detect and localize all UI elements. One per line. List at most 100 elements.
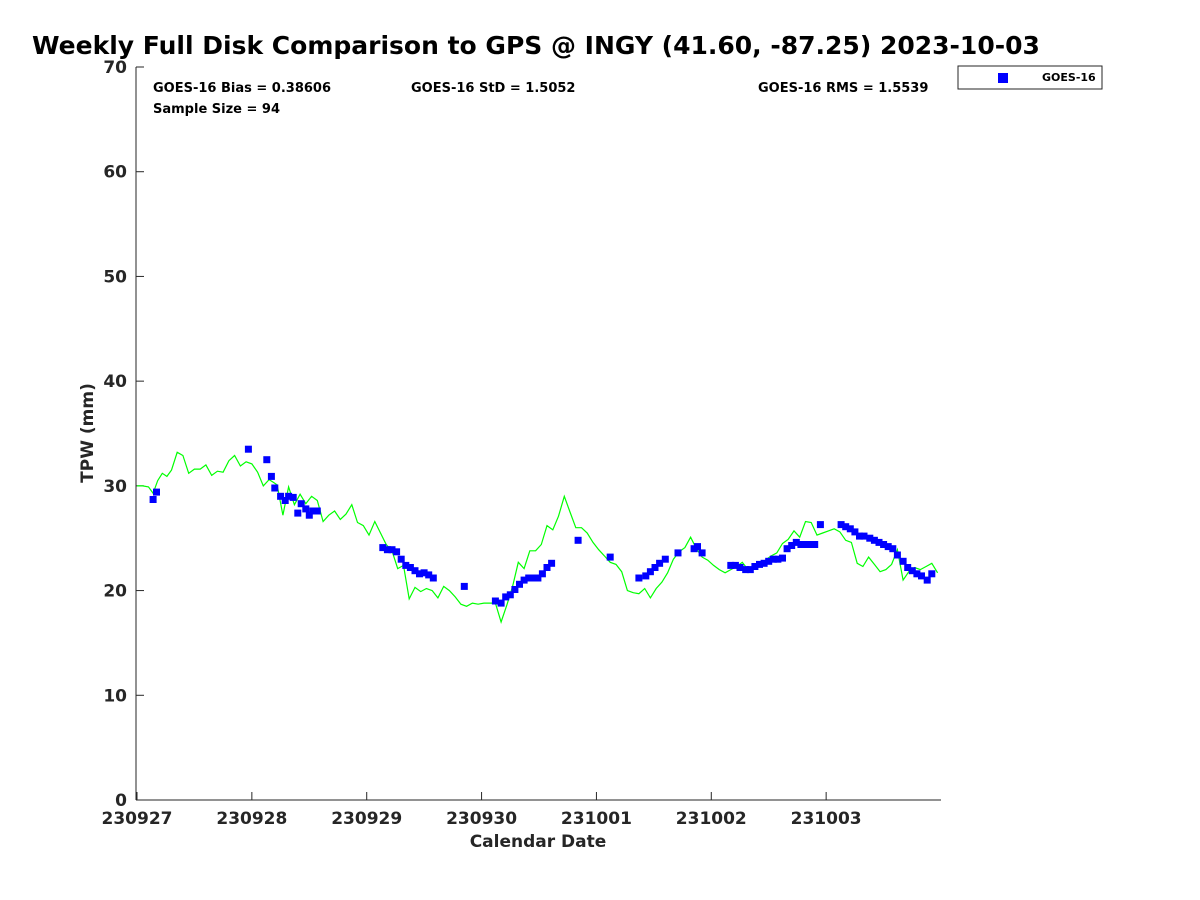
goes16-point xyxy=(383,546,391,554)
goes16-point xyxy=(774,555,782,563)
goes16-point xyxy=(153,488,160,496)
goes16-point xyxy=(651,564,659,571)
goes16-point xyxy=(765,557,773,565)
x-axis-label: Calendar Date xyxy=(470,832,607,852)
goes16-point xyxy=(393,548,401,556)
goes16-point xyxy=(534,574,542,582)
y-ticks: 0 10 20 30 40 50 60 70 xyxy=(103,58,144,811)
goes16-point xyxy=(285,492,293,500)
goes16-point xyxy=(271,484,279,492)
goes16-point xyxy=(149,496,157,503)
gps-line xyxy=(137,451,939,624)
goes16-point xyxy=(889,545,897,553)
goes16-point xyxy=(305,511,313,519)
goes16-point xyxy=(416,570,423,578)
goes16-point xyxy=(574,536,582,544)
goes16-point xyxy=(837,521,845,529)
goes16-point xyxy=(516,580,523,588)
gps-line-series xyxy=(137,451,939,624)
goes16-point xyxy=(642,572,650,580)
goes16-point xyxy=(302,505,310,513)
goes16-point xyxy=(751,563,759,570)
stat-std: GOES-16 StD = 1.5052 xyxy=(411,81,575,96)
goes16-point xyxy=(842,523,850,531)
goes16-point xyxy=(899,557,907,565)
goes16-point xyxy=(538,570,546,578)
goes16-point xyxy=(769,555,777,563)
legend: GOES-16 xyxy=(957,65,1103,90)
goes16-point xyxy=(281,497,289,504)
goes16-point xyxy=(429,574,437,582)
goes16-point xyxy=(309,507,317,515)
goes16-point xyxy=(918,572,925,580)
x-tick-label: 231002 xyxy=(676,809,747,829)
goes16-point xyxy=(727,561,735,569)
goes16-point xyxy=(406,564,414,571)
goes16-point xyxy=(893,551,901,559)
goes16-point xyxy=(656,559,664,567)
goes16-point xyxy=(851,528,859,536)
goes16-point xyxy=(511,586,519,593)
y-tick-label: 10 xyxy=(103,686,127,706)
goes16-marker-series xyxy=(149,445,936,607)
goes16-point xyxy=(860,532,868,540)
y-tick-label: 20 xyxy=(103,582,127,602)
goes16-point xyxy=(866,534,874,542)
goes16-point xyxy=(661,555,669,563)
goes16-point xyxy=(506,591,514,599)
goes16-point xyxy=(402,561,410,569)
y-tick-label: 0 xyxy=(115,791,127,811)
goes16-point xyxy=(779,554,786,562)
goes16-point xyxy=(736,564,744,571)
goes16-point xyxy=(694,543,701,551)
goes16-point xyxy=(425,571,433,579)
goes16-point xyxy=(289,493,297,501)
x-tick-label: 231001 xyxy=(561,809,632,829)
goes16-point xyxy=(397,555,405,563)
goes16-point xyxy=(816,521,824,529)
goes16-point xyxy=(263,456,271,464)
goes16-point xyxy=(806,541,814,548)
goes16-point xyxy=(756,560,763,568)
goes16-point xyxy=(277,492,285,500)
goes16-point xyxy=(908,567,916,575)
goes16-point xyxy=(923,576,931,584)
goes16-point xyxy=(856,532,863,540)
goes16-point xyxy=(760,559,768,567)
goes16-point xyxy=(606,553,614,561)
stat-sample-size: Sample Size = 94 xyxy=(153,102,280,117)
goes16-point xyxy=(460,582,468,590)
goes16-point xyxy=(884,543,892,551)
goes16-point xyxy=(548,559,556,567)
goes16-point xyxy=(635,574,643,582)
goes16-point xyxy=(783,545,791,553)
goes16-point xyxy=(267,472,275,480)
goes16-point xyxy=(497,599,505,607)
x-tick-label: 230927 xyxy=(102,809,173,829)
y-axis-label: TPW (mm) xyxy=(78,383,98,483)
x-tick-label: 230930 xyxy=(446,809,517,829)
goes16-point xyxy=(731,561,739,569)
goes16-point xyxy=(913,570,921,578)
goes16-point xyxy=(811,541,819,548)
x-ticks: 230927 230928 230929 230930 231001 231002 2310… xyxy=(102,792,862,829)
goes16-point xyxy=(388,546,396,554)
goes16-point xyxy=(742,566,750,574)
goes16-point xyxy=(411,567,419,575)
goes16-point xyxy=(875,538,883,546)
legend-box xyxy=(957,65,1103,90)
y-tick-label: 30 xyxy=(103,477,127,497)
goes16-point xyxy=(379,544,387,552)
goes16-point xyxy=(674,549,682,557)
chart-title: Weekly Full Disk Comparison to GPS @ ING… xyxy=(32,31,1040,60)
goes16-point xyxy=(294,509,302,517)
goes16-point xyxy=(420,569,428,577)
x-tick-label: 230929 xyxy=(331,809,402,829)
goes16-point xyxy=(543,564,551,571)
goes16-point xyxy=(520,576,528,584)
y-tick-label: 40 xyxy=(103,372,127,392)
goes16-point xyxy=(904,564,912,571)
goes16-point xyxy=(297,500,305,508)
goes16-point xyxy=(698,549,706,557)
